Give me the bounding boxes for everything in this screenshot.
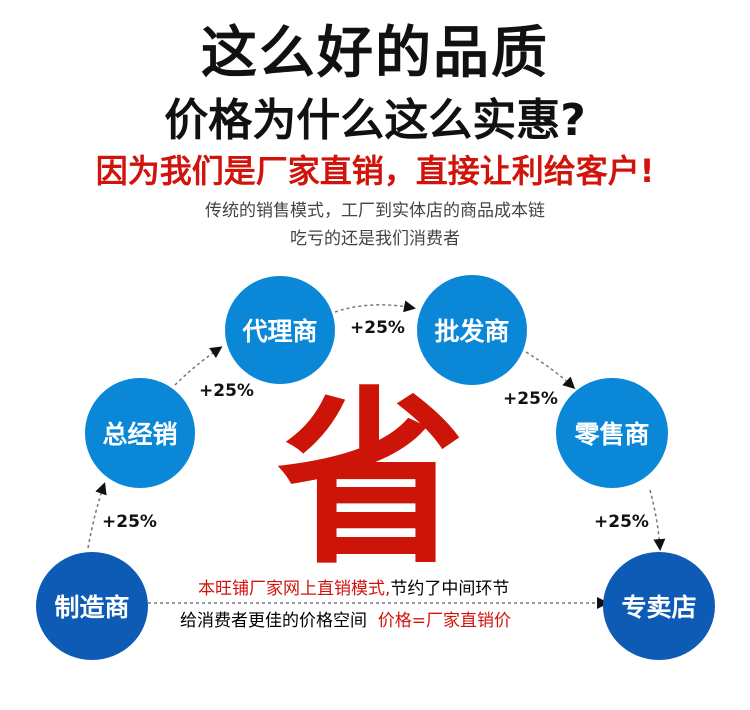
node-retailer: 零售商 — [556, 378, 668, 488]
subtitle-1: 传统的销售模式，工厂到实体店的商品成本链 — [205, 201, 545, 221]
direct-sale-text: 本旺铺厂家网上直销模式, — [198, 579, 391, 599]
arrow-5 — [649, 489, 666, 551]
node-agent: 代理商 — [225, 276, 335, 384]
price-equals-text: 价格=厂家直销价 — [377, 611, 512, 631]
save-character: 省 — [277, 371, 465, 590]
markup-label-2: +25% — [199, 381, 254, 401]
arrow-1 — [87, 482, 107, 549]
arrow-2 — [174, 346, 223, 386]
markup-label-5: +25% — [594, 512, 649, 532]
price-space-text: 给消费者更佳的价格空间 — [180, 611, 367, 631]
bottom-line-1: 本旺铺厂家网上直销模式,节约了中间环节 — [198, 578, 509, 600]
save-steps-text: 节约了中间环节 — [390, 579, 510, 599]
headline-1: 这么好的品质 — [201, 21, 549, 86]
bottom-line-2: 给消费者更佳的价格空间 价格=厂家直销价 — [180, 610, 511, 632]
node-wholesaler: 批发商 — [417, 275, 527, 385]
node-store: 专卖店 — [603, 552, 715, 660]
subtitle-2: 吃亏的还是我们消费者 — [290, 229, 460, 249]
node-manufacturer: 制造商 — [36, 552, 148, 660]
node-general-distributor: 总经销 — [85, 378, 195, 488]
headline-3: 因为我们是厂家直销，直接让利给客户! — [95, 152, 655, 190]
arrow-4 — [525, 351, 576, 390]
headline-2: 价格为什么这么实惠? — [164, 95, 586, 146]
markup-label-1: +25% — [102, 512, 157, 532]
markup-label-3: +25% — [350, 318, 405, 338]
markup-label-4: +25% — [503, 389, 558, 409]
arrow-3 — [334, 300, 416, 313]
